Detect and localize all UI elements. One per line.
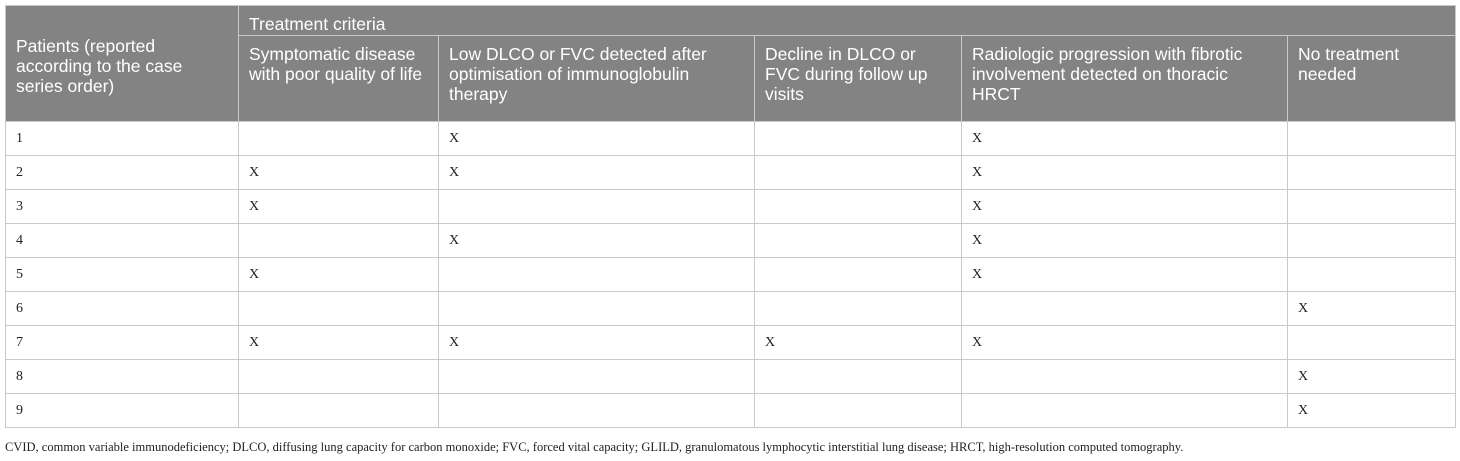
patient-number-cell: 4 xyxy=(5,223,239,258)
criterion-cell: X xyxy=(438,325,755,360)
criterion-cell xyxy=(238,359,439,394)
criterion-cell: X xyxy=(438,121,755,156)
treatment-criteria-header: Treatment criteria xyxy=(237,5,1457,36)
criterion-cell: X xyxy=(961,121,1288,156)
patient-number-cell: 1 xyxy=(5,121,239,156)
criterion-cell xyxy=(961,393,1288,428)
criterion-cell: X xyxy=(961,223,1288,258)
criterion-cell: X xyxy=(1286,393,1457,428)
criterion-header-radiologic-progression: Radiologic progression with fibrotic inv… xyxy=(961,35,1288,122)
patient-number-cell: 3 xyxy=(5,189,239,224)
patient-number-cell: 5 xyxy=(5,257,239,292)
criterion-cell xyxy=(238,291,439,326)
criterion-cell xyxy=(438,291,755,326)
criterion-cell: X xyxy=(238,155,439,190)
criterion-cell xyxy=(1286,155,1457,190)
criterion-cell xyxy=(754,257,962,292)
criterion-cell xyxy=(438,189,755,224)
criterion-cell xyxy=(1286,325,1457,360)
criterion-cell: X xyxy=(961,155,1288,190)
criterion-cell xyxy=(961,359,1288,394)
table-row: 1 X X xyxy=(5,121,1457,156)
criterion-cell: X xyxy=(754,325,962,360)
criterion-cell xyxy=(1286,257,1457,292)
criterion-cell xyxy=(754,155,962,190)
criterion-cell: X xyxy=(438,155,755,190)
patient-number-cell: 7 xyxy=(5,325,239,360)
criterion-cell: X xyxy=(238,189,439,224)
criterion-cell xyxy=(238,393,439,428)
criterion-cell xyxy=(1286,223,1457,258)
criterion-cell: X xyxy=(238,325,439,360)
criterion-cell xyxy=(438,393,755,428)
criterion-cell xyxy=(438,359,755,394)
patient-number-cell: 9 xyxy=(5,393,239,428)
criterion-cell: X xyxy=(961,325,1288,360)
criterion-cell xyxy=(754,189,962,224)
criterion-cell: X xyxy=(961,257,1288,292)
patient-number-cell: 8 xyxy=(5,359,239,394)
criterion-cell: X xyxy=(438,223,755,258)
criterion-header-no-treatment: No treatment needed xyxy=(1286,35,1457,122)
criterion-cell: X xyxy=(1286,359,1457,394)
treatment-criteria-table: Patients (reported according to the case… xyxy=(5,5,1457,428)
criterion-cell xyxy=(754,223,962,258)
criterion-cell xyxy=(754,121,962,156)
criterion-header-decline-dlco-fvc: Decline in DLCO or FVC during follow up … xyxy=(754,35,962,122)
criterion-cell xyxy=(754,291,962,326)
criterion-cell xyxy=(754,393,962,428)
criterion-cell: X xyxy=(238,257,439,292)
criterion-cell xyxy=(238,223,439,258)
patients-header: Patients (reported according to the case… xyxy=(5,5,239,122)
criterion-header-symptomatic: Symptomatic disease with poor quality of… xyxy=(238,35,439,122)
criterion-cell xyxy=(961,291,1288,326)
criterion-cell xyxy=(238,121,439,156)
criterion-cell xyxy=(754,359,962,394)
criterion-cell xyxy=(438,257,755,292)
table-footnote: CVID, common variable immunodeficiency; … xyxy=(5,440,1184,454)
criterion-cell: X xyxy=(1286,291,1457,326)
criterion-cell xyxy=(1286,189,1457,224)
criterion-header-low-dlco-fvc: Low DLCO or FVC detected after optimisat… xyxy=(438,35,755,122)
patient-number-cell: 6 xyxy=(5,291,239,326)
patient-number-cell: 2 xyxy=(5,155,239,190)
criterion-cell xyxy=(1286,121,1457,156)
table-row: 4 X X xyxy=(5,223,1457,258)
criterion-cell: X xyxy=(961,189,1288,224)
